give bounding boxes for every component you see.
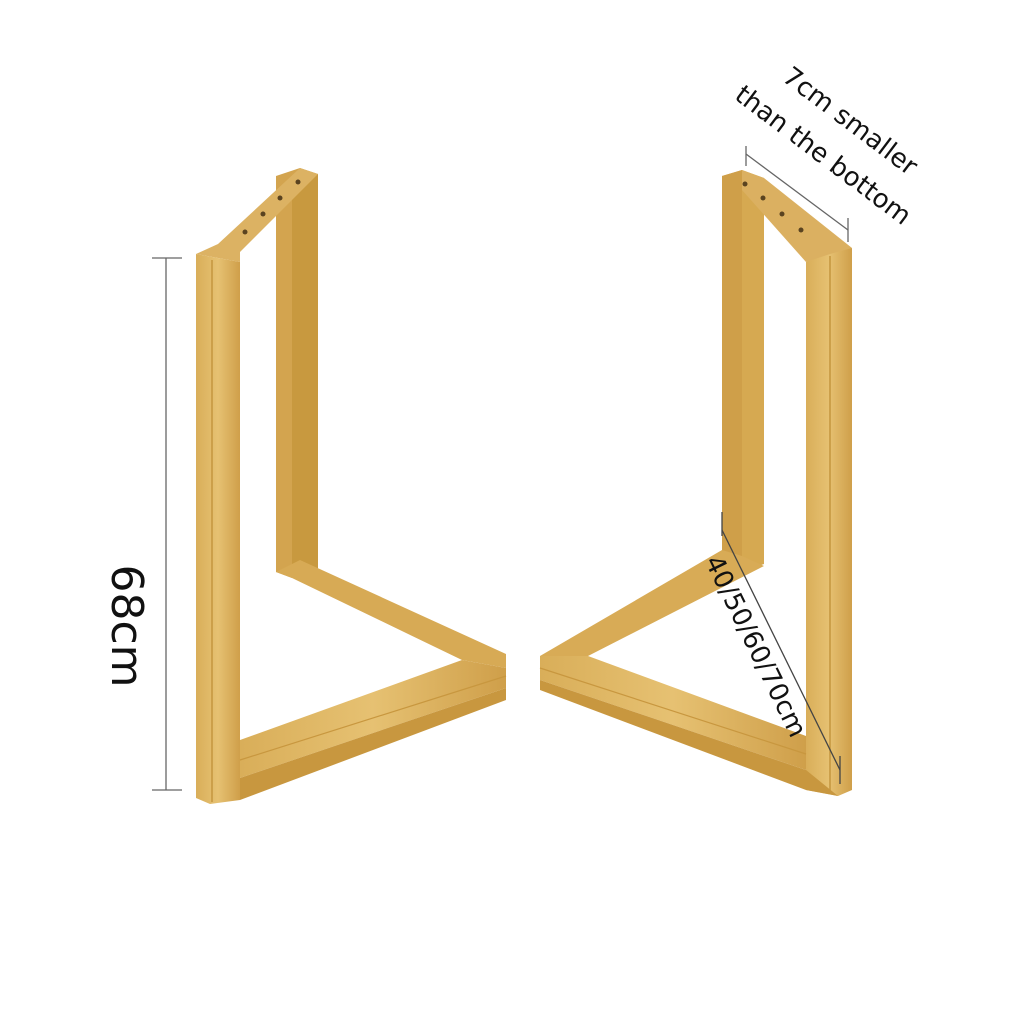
height-label: 68cm [101,564,152,687]
left-leg-bottom-front-bar [240,660,506,778]
left-leg-screw-hole [277,195,283,201]
left-leg-top-rail [196,168,318,262]
right-leg-screw-hole [798,227,804,233]
left-leg-back-post-face [292,174,318,578]
left-table-leg [196,168,507,804]
left-leg-bottom-back-bar [276,560,506,668]
left-leg-screw-hole [295,179,301,185]
left-leg-screw-hole [242,229,248,235]
left-leg-front-post [196,254,240,804]
height-dimension: 68cm [101,257,182,791]
right-leg-bottom-front-bar [540,656,806,770]
right-leg-screw-hole [779,211,785,217]
left-leg-screw-hole [260,211,266,217]
right-leg-screw-hole [742,181,748,187]
right-leg-bottom-back-bar [540,550,764,662]
right-table-leg [539,170,852,796]
right-leg-screw-hole [760,195,766,201]
right-leg-front-post [806,248,852,796]
right-leg-top-rail [742,170,852,262]
